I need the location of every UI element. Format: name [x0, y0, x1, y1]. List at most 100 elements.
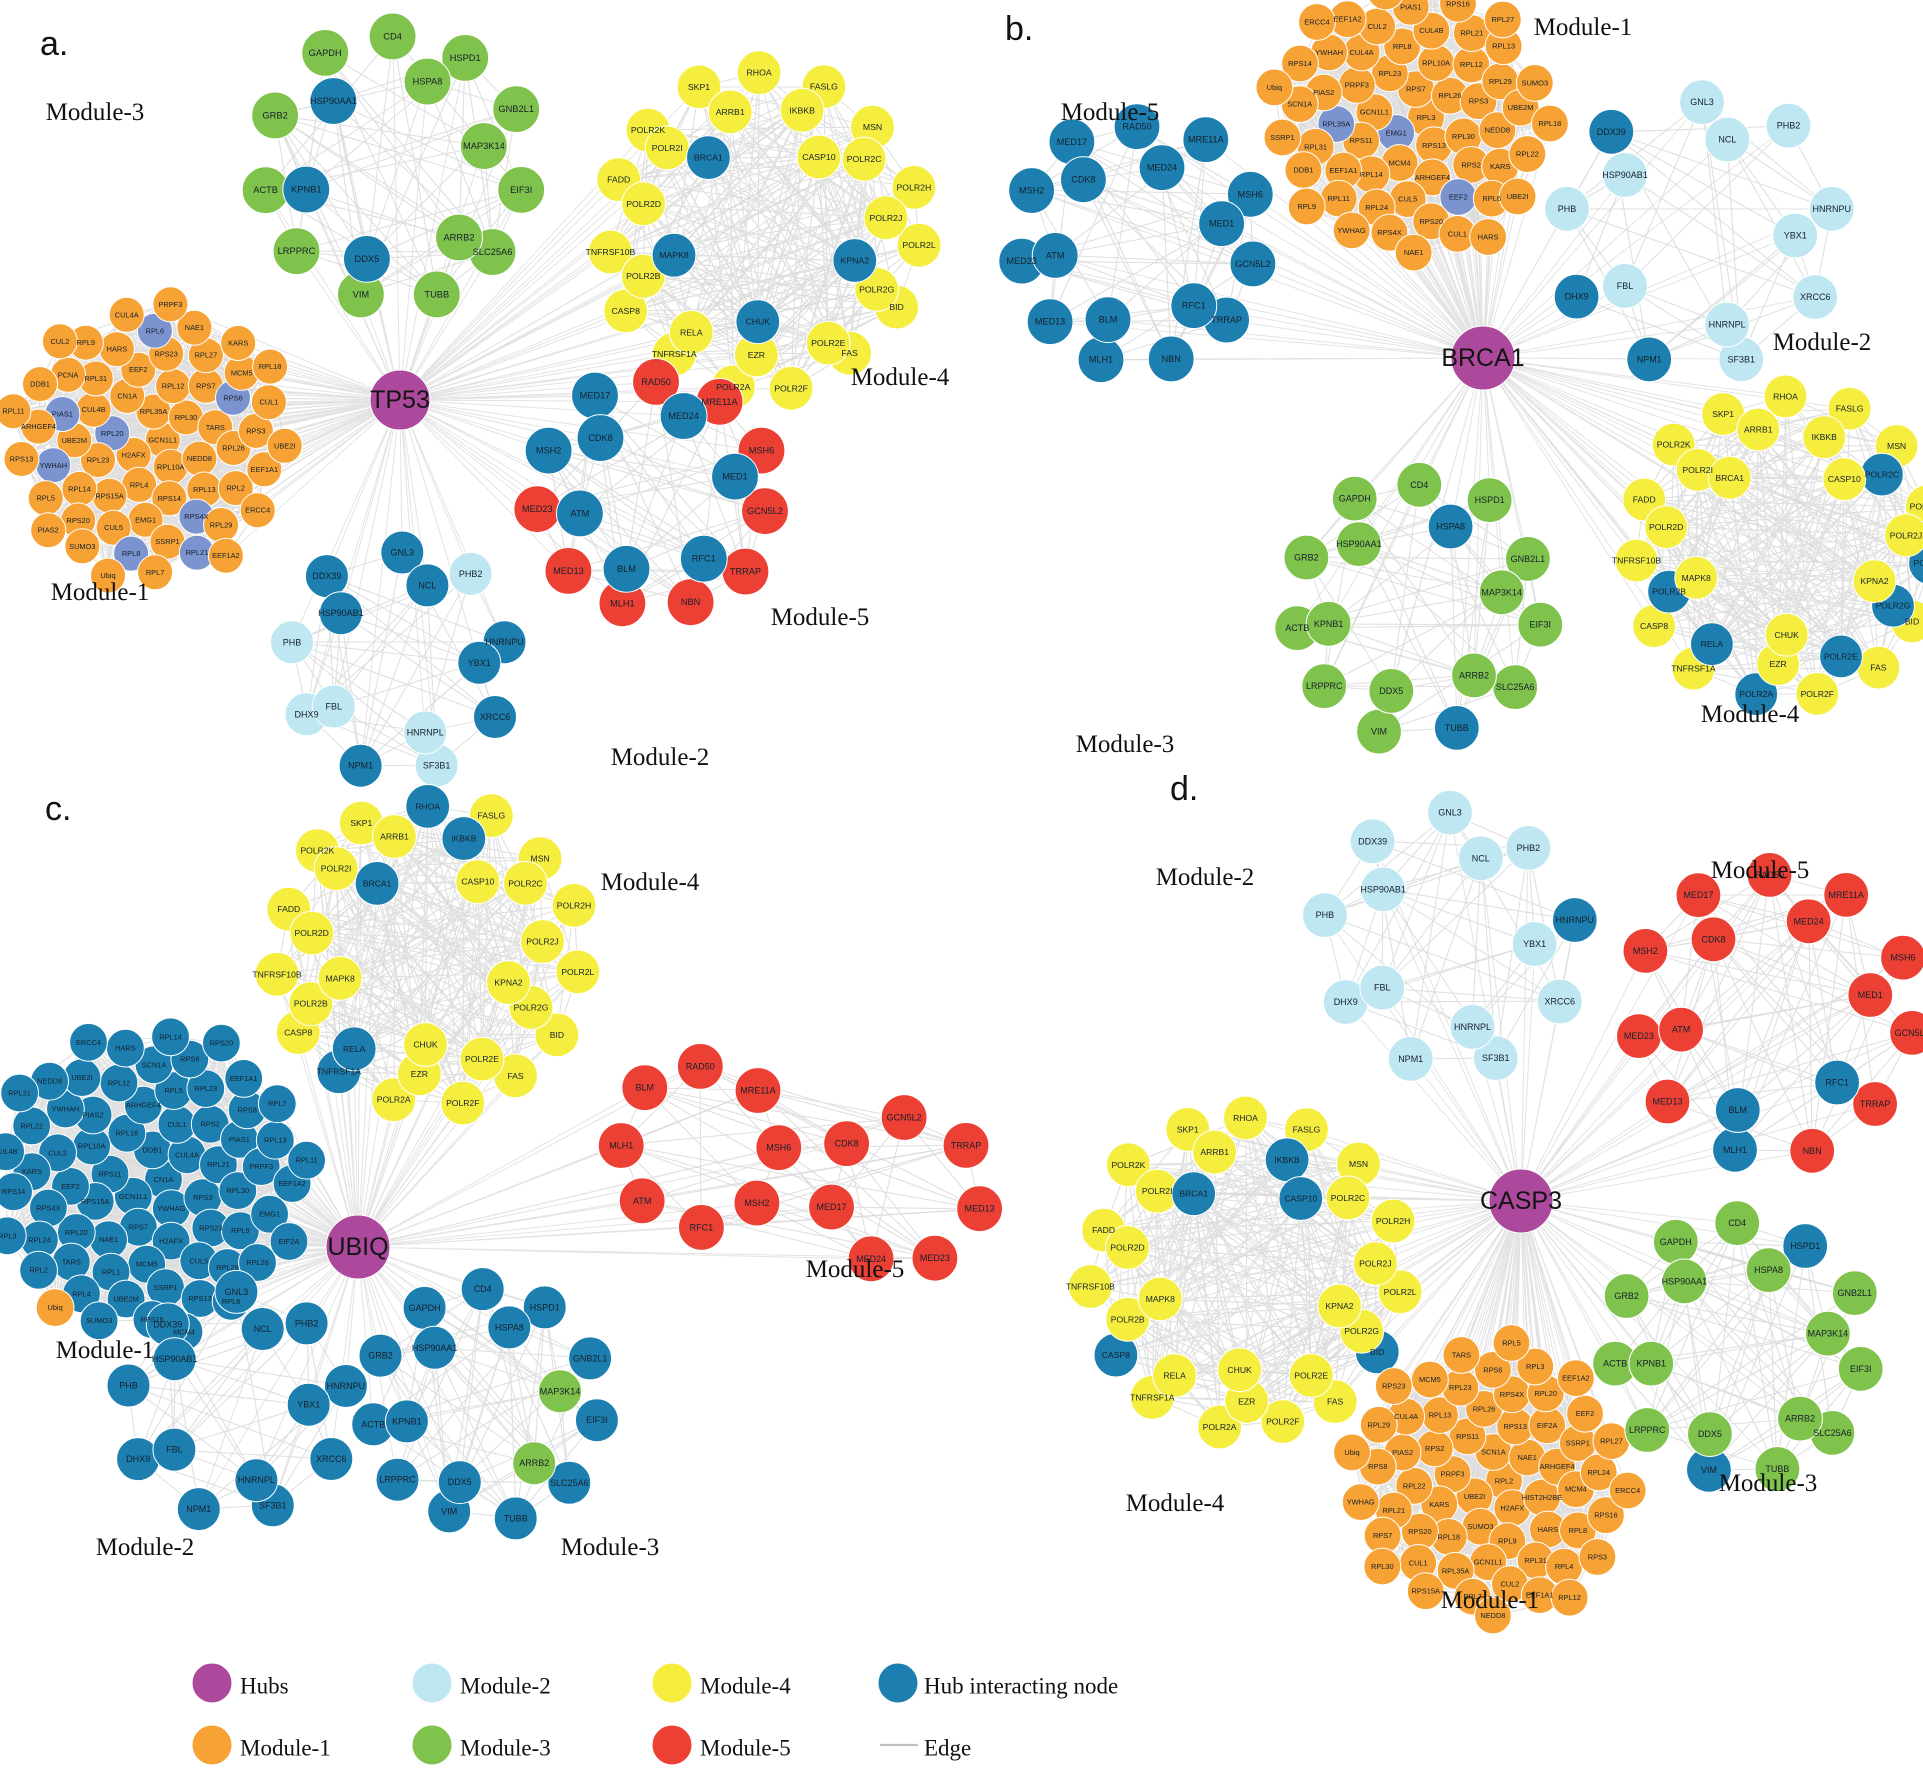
- svg-text:RPL29: RPL29: [216, 1263, 239, 1272]
- svg-text:CUL5: CUL5: [189, 1256, 208, 1265]
- svg-text:KPNA2: KPNA2: [1860, 576, 1888, 586]
- svg-text:MED23: MED23: [1624, 1031, 1654, 1041]
- svg-text:SUMO3: SUMO3: [69, 542, 95, 551]
- svg-text:UBE2I: UBE2I: [1464, 1492, 1485, 1501]
- svg-text:FBL: FBL: [1617, 281, 1634, 291]
- svg-text:POLR2F: POLR2F: [774, 383, 808, 393]
- svg-text:RPL7: RPL7: [268, 1099, 287, 1108]
- svg-text:CHUK: CHUK: [413, 1040, 438, 1050]
- svg-text:SF3B1: SF3B1: [1482, 1053, 1510, 1063]
- svg-text:NCL: NCL: [1472, 853, 1490, 863]
- svg-text:MCM5: MCM5: [231, 368, 253, 377]
- svg-text:RELA: RELA: [680, 327, 703, 337]
- svg-text:RPL12: RPL12: [1460, 60, 1483, 69]
- svg-text:TUBB: TUBB: [1445, 723, 1469, 733]
- svg-text:POLR2G: POLR2G: [514, 1002, 549, 1012]
- svg-text:DDX5: DDX5: [354, 254, 379, 264]
- svg-text:POLR2K: POLR2K: [1657, 440, 1691, 450]
- svg-text:FADD: FADD: [1633, 495, 1656, 505]
- svg-text:EEF1A2: EEF1A2: [212, 551, 240, 560]
- svg-text:POLR2C: POLR2C: [508, 878, 542, 888]
- svg-text:HSPD1: HSPD1: [1790, 1241, 1820, 1251]
- svg-text:GNL3: GNL3: [1690, 97, 1714, 107]
- svg-text:MAP3K14: MAP3K14: [1481, 587, 1522, 597]
- svg-text:PIAS2: PIAS2: [1392, 1448, 1413, 1457]
- svg-text:TNFRSF1A: TNFRSF1A: [1130, 1392, 1175, 1402]
- svg-text:RPL24: RPL24: [1365, 203, 1388, 212]
- svg-text:RPL9: RPL9: [1498, 1537, 1517, 1546]
- svg-text:RPL12: RPL12: [1558, 1593, 1581, 1602]
- svg-text:RPL22: RPL22: [1516, 150, 1539, 159]
- svg-text:Module-3: Module-3: [46, 99, 145, 126]
- svg-text:HNRNPU: HNRNPU: [1556, 915, 1595, 925]
- svg-text:Module-4: Module-4: [1701, 701, 1800, 728]
- svg-text:ATM: ATM: [633, 1196, 651, 1206]
- svg-text:RPL22: RPL22: [20, 1121, 43, 1130]
- svg-text:MED23: MED23: [1007, 256, 1037, 266]
- svg-text:MCM4: MCM4: [1389, 159, 1411, 168]
- svg-text:RPL2: RPL2: [1495, 1476, 1514, 1485]
- svg-text:RPL3: RPL3: [1417, 113, 1436, 122]
- svg-text:RPL11: RPL11: [2, 407, 24, 416]
- svg-text:SF3B1: SF3B1: [423, 760, 451, 770]
- svg-text:TARS: TARS: [1452, 1351, 1471, 1360]
- svg-text:PHB: PHB: [1316, 910, 1335, 920]
- svg-text:RPL18: RPL18: [116, 1129, 139, 1138]
- svg-text:RPS16: RPS16: [1446, 0, 1470, 8]
- svg-text:RPL3: RPL3: [1526, 1362, 1545, 1371]
- svg-text:UBIQ: UBIQ: [327, 1233, 388, 1261]
- svg-text:FBL: FBL: [326, 702, 343, 712]
- svg-text:YWHAH: YWHAH: [40, 461, 68, 470]
- svg-text:HSP90AB1: HSP90AB1: [1360, 884, 1406, 894]
- svg-text:RPL21: RPL21: [186, 548, 209, 557]
- svg-text:TRRAP: TRRAP: [951, 1140, 982, 1150]
- svg-text:EIF3I: EIF3I: [1850, 1364, 1872, 1374]
- svg-text:EMG1: EMG1: [1386, 129, 1407, 138]
- svg-text:ATM: ATM: [1046, 250, 1065, 260]
- svg-text:DDB1: DDB1: [143, 1145, 163, 1154]
- svg-text:EEF2: EEF2: [61, 1182, 79, 1191]
- svg-text:TNFRSF1A: TNFRSF1A: [652, 349, 697, 359]
- svg-text:YWHAG: YWHAG: [1347, 1498, 1375, 1507]
- svg-text:RPS7: RPS7: [1373, 1531, 1392, 1540]
- svg-text:SCN1A: SCN1A: [1287, 100, 1312, 109]
- svg-text:MSN: MSN: [1349, 1159, 1368, 1169]
- svg-text:EMG1: EMG1: [259, 1210, 280, 1219]
- svg-text:Module-1: Module-1: [1534, 14, 1633, 41]
- svg-text:d.: d.: [1170, 770, 1198, 808]
- svg-text:RFC1: RFC1: [692, 554, 716, 564]
- svg-text:RPS15A: RPS15A: [1412, 1587, 1440, 1596]
- svg-text:RPS7: RPS7: [196, 381, 215, 390]
- svg-text:POLR2B: POLR2B: [1652, 587, 1686, 597]
- svg-text:Ubiq: Ubiq: [1267, 83, 1282, 92]
- svg-text:MED24: MED24: [1147, 163, 1177, 173]
- svg-text:ERCC4: ERCC4: [76, 1038, 101, 1047]
- svg-text:EIF2A: EIF2A: [1537, 1421, 1558, 1430]
- svg-text:MED13: MED13: [1035, 317, 1065, 327]
- svg-text:Module-2: Module-2: [1773, 329, 1872, 356]
- svg-text:POLR2E: POLR2E: [465, 1054, 499, 1064]
- svg-text:CASP8: CASP8: [1640, 621, 1668, 631]
- svg-text:FASLG: FASLG: [810, 82, 838, 92]
- svg-text:NAE1: NAE1: [185, 323, 204, 332]
- svg-text:MAPK8: MAPK8: [326, 973, 355, 983]
- svg-text:RPL3: RPL3: [0, 1231, 17, 1240]
- svg-text:RPL31: RPL31: [84, 374, 107, 383]
- svg-text:RPL8: RPL8: [222, 1297, 241, 1306]
- svg-text:RPS23: RPS23: [154, 349, 177, 358]
- svg-text:RPS2: RPS2: [201, 1120, 220, 1129]
- svg-text:CUL1: CUL1: [1409, 1558, 1428, 1567]
- svg-text:GRB2: GRB2: [1294, 553, 1319, 563]
- svg-text:MRE11A: MRE11A: [1829, 890, 1864, 900]
- svg-text:RPL26: RPL26: [222, 444, 245, 453]
- svg-text:PHB2: PHB2: [1517, 843, 1541, 853]
- svg-text:TNFRSF10B: TNFRSF10B: [586, 247, 636, 257]
- svg-text:NBN: NBN: [1162, 354, 1181, 364]
- svg-text:b.: b.: [1005, 10, 1033, 48]
- svg-text:RPS13: RPS13: [188, 1294, 211, 1303]
- svg-text:HARS: HARS: [1478, 233, 1499, 242]
- svg-text:MAP3K14: MAP3K14: [540, 1386, 581, 1396]
- svg-text:RPS23: RPS23: [199, 1224, 222, 1233]
- svg-text:PHB: PHB: [283, 637, 302, 647]
- svg-text:YWHAH: YWHAH: [52, 1105, 80, 1114]
